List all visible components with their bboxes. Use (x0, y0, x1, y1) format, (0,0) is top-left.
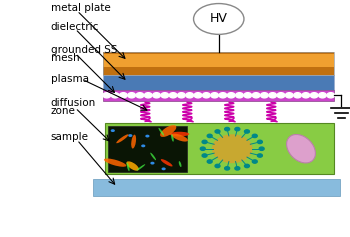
Circle shape (235, 128, 240, 131)
Circle shape (225, 128, 230, 131)
Circle shape (252, 134, 257, 137)
Circle shape (236, 93, 243, 98)
Circle shape (327, 93, 335, 98)
Circle shape (211, 93, 218, 98)
Ellipse shape (126, 161, 139, 171)
Ellipse shape (141, 144, 145, 147)
Bar (103, 52, 334, 75)
Circle shape (259, 147, 264, 150)
Circle shape (202, 93, 210, 98)
Circle shape (103, 93, 111, 98)
Circle shape (277, 93, 285, 98)
Circle shape (258, 154, 262, 157)
Circle shape (252, 160, 257, 163)
Ellipse shape (136, 164, 145, 171)
Circle shape (161, 93, 169, 98)
Ellipse shape (161, 159, 173, 166)
Text: diffusion: diffusion (51, 98, 96, 108)
Circle shape (225, 167, 230, 170)
Circle shape (269, 93, 276, 98)
Ellipse shape (104, 159, 126, 167)
Ellipse shape (128, 134, 132, 137)
Circle shape (186, 93, 194, 98)
Ellipse shape (111, 129, 115, 132)
Circle shape (245, 130, 250, 133)
Ellipse shape (160, 125, 176, 137)
Circle shape (260, 93, 268, 98)
Ellipse shape (131, 135, 136, 149)
Circle shape (202, 154, 207, 157)
Bar (103, 52, 334, 75)
Bar (108, 126, 187, 172)
Bar (93, 179, 340, 196)
Circle shape (194, 93, 202, 98)
Circle shape (215, 130, 220, 133)
Circle shape (228, 93, 235, 98)
Circle shape (252, 93, 260, 98)
Bar (103, 75, 334, 90)
Circle shape (318, 93, 326, 98)
Circle shape (202, 140, 207, 144)
Circle shape (245, 164, 250, 168)
Circle shape (215, 164, 220, 168)
Text: dielectric: dielectric (51, 22, 99, 32)
Circle shape (294, 93, 301, 98)
Text: HV: HV (210, 13, 228, 25)
Ellipse shape (172, 134, 188, 141)
Circle shape (207, 134, 212, 137)
Ellipse shape (194, 4, 244, 34)
Text: sample: sample (51, 132, 89, 142)
Circle shape (119, 93, 127, 98)
Text: plasma: plasma (51, 74, 89, 84)
Circle shape (235, 167, 240, 170)
Circle shape (310, 93, 318, 98)
Circle shape (302, 93, 310, 98)
Ellipse shape (171, 134, 174, 142)
Ellipse shape (127, 163, 130, 171)
Ellipse shape (150, 162, 155, 164)
Text: metal plate: metal plate (51, 3, 111, 13)
Circle shape (285, 93, 293, 98)
Circle shape (169, 93, 177, 98)
Text: zone: zone (51, 106, 76, 116)
Circle shape (128, 93, 135, 98)
Ellipse shape (212, 134, 253, 163)
Circle shape (145, 93, 152, 98)
Ellipse shape (116, 134, 128, 143)
Ellipse shape (159, 128, 164, 136)
Circle shape (177, 93, 185, 98)
Circle shape (258, 140, 262, 144)
Bar (103, 90, 334, 101)
Circle shape (244, 93, 252, 98)
Ellipse shape (162, 167, 166, 170)
Ellipse shape (150, 153, 156, 160)
Circle shape (111, 93, 119, 98)
Bar (105, 123, 334, 174)
Bar (103, 54, 334, 67)
Ellipse shape (145, 135, 149, 137)
Ellipse shape (179, 161, 181, 167)
Circle shape (219, 93, 227, 98)
Circle shape (207, 160, 212, 163)
Circle shape (136, 93, 144, 98)
Ellipse shape (287, 134, 315, 163)
Circle shape (200, 147, 205, 150)
Text: mesh: mesh (51, 53, 79, 63)
Circle shape (153, 93, 160, 98)
Ellipse shape (169, 132, 189, 137)
Text: grounded SS: grounded SS (51, 45, 117, 55)
